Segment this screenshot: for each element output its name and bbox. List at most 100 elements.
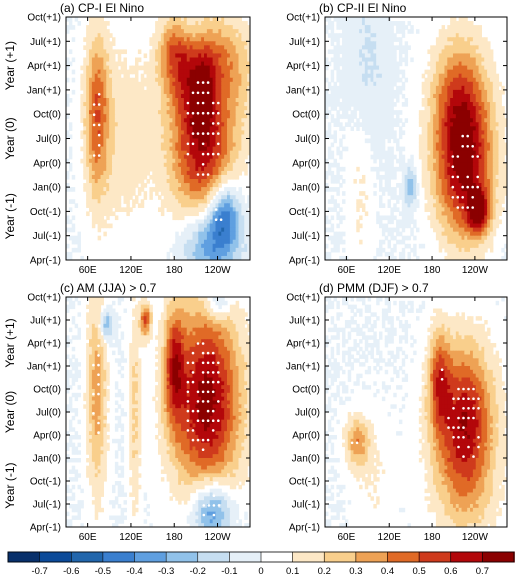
heatmap-cell xyxy=(401,25,406,30)
heatmap-cell xyxy=(201,61,205,67)
heatmap-cell xyxy=(441,126,446,131)
heatmap-cell xyxy=(149,118,153,123)
heatmap-cell xyxy=(444,114,448,119)
heatmap-cell xyxy=(441,93,446,99)
heatmap-cell xyxy=(461,162,465,168)
heatmap-cell xyxy=(140,81,145,87)
heatmap-cell xyxy=(373,57,377,63)
heatmap-cell xyxy=(155,69,159,75)
heatmap-cell xyxy=(209,33,214,38)
heatmap-cell xyxy=(94,130,99,136)
heatmap-cell xyxy=(189,154,194,160)
heatmap-cell xyxy=(80,130,84,136)
heatmap-cell xyxy=(481,73,485,79)
heatmap-cell xyxy=(232,45,237,50)
heatmap-cell xyxy=(481,114,485,119)
heatmap-cell xyxy=(204,53,208,59)
heatmap-cell xyxy=(94,98,99,103)
heatmap-cell xyxy=(342,110,346,115)
heatmap-cell xyxy=(224,49,228,55)
heatmap-cell xyxy=(481,174,485,180)
heatmap-cell xyxy=(384,118,389,123)
stipple-dot xyxy=(92,103,96,106)
heatmap-cell xyxy=(430,138,434,144)
heatmap-cell xyxy=(344,69,349,75)
heatmap-cell xyxy=(112,106,116,111)
heatmap-cell xyxy=(175,231,179,237)
heatmap-cell xyxy=(455,77,460,83)
heatmap-cell xyxy=(444,37,448,42)
heatmap-cell xyxy=(117,203,122,208)
heatmap-cell xyxy=(452,49,457,55)
heatmap-cell xyxy=(227,69,231,75)
heatmap-cell xyxy=(149,187,153,192)
heatmap-cell xyxy=(495,134,500,140)
heatmap-cell xyxy=(86,150,90,156)
heatmap-cell xyxy=(195,251,199,257)
heatmap-cell xyxy=(387,150,391,156)
heatmap-cell xyxy=(224,61,228,67)
heatmap-cell xyxy=(492,85,497,91)
heatmap-cell xyxy=(204,251,208,257)
heatmap-cell xyxy=(158,130,162,136)
heatmap-cell xyxy=(221,110,225,115)
heatmap-cell xyxy=(347,114,352,119)
heatmap-cell xyxy=(189,77,194,83)
heatmap-cell xyxy=(464,126,468,131)
heatmap-cell xyxy=(484,118,488,123)
heatmap-cell xyxy=(169,146,173,152)
heatmap-cell xyxy=(373,25,377,30)
heatmap-cell xyxy=(232,41,237,46)
heatmap-cell xyxy=(123,199,127,204)
heatmap-cell xyxy=(204,150,208,156)
heatmap-cell xyxy=(91,41,96,46)
heatmap-cell xyxy=(183,98,188,103)
heatmap-cell xyxy=(189,195,194,200)
heatmap-cell xyxy=(189,41,194,46)
heatmap-cell xyxy=(186,53,191,59)
heatmap-cell xyxy=(359,21,363,26)
y-tick-label: Jan(+1) xyxy=(27,85,61,96)
heatmap-cell xyxy=(123,183,127,188)
heatmap-cell xyxy=(97,33,102,38)
heatmap-cell xyxy=(475,142,480,148)
heatmap-cell xyxy=(396,118,400,123)
heatmap-cell xyxy=(160,110,165,115)
heatmap-cell xyxy=(227,37,231,42)
heatmap-cell xyxy=(149,174,153,180)
heatmap-cell xyxy=(123,73,127,79)
heatmap-cell xyxy=(384,41,389,46)
heatmap-cell xyxy=(367,69,372,75)
heatmap-cell xyxy=(152,179,156,184)
heatmap-cell xyxy=(109,162,113,168)
heatmap-cell xyxy=(367,93,372,99)
heatmap-cell xyxy=(114,106,119,111)
heatmap-cell xyxy=(398,166,403,172)
heatmap-cell xyxy=(227,223,231,229)
heatmap-cell xyxy=(209,69,214,75)
heatmap-cell xyxy=(381,98,386,103)
heatmap-cell xyxy=(140,146,145,152)
heatmap-cell xyxy=(100,21,104,26)
heatmap-cell xyxy=(195,85,199,91)
heatmap-cell xyxy=(106,45,110,50)
heatmap-cell xyxy=(201,191,205,196)
heatmap-cell xyxy=(444,142,448,148)
heatmap-cell xyxy=(501,118,505,123)
heatmap-cell xyxy=(229,255,234,260)
heatmap-cell xyxy=(364,77,369,83)
heatmap-cell xyxy=(143,61,148,67)
heatmap-cell xyxy=(195,195,199,200)
heatmap-cell xyxy=(227,21,231,26)
heatmap-cell xyxy=(175,85,179,91)
heatmap-cell xyxy=(361,21,366,26)
heatmap-cell xyxy=(120,106,125,111)
heatmap-cell xyxy=(224,146,228,152)
heatmap-cell xyxy=(175,235,179,241)
heatmap-cell xyxy=(192,146,196,152)
heatmap-cell xyxy=(172,73,176,79)
heatmap-cell xyxy=(137,174,142,180)
heatmap-cell xyxy=(475,25,480,30)
heatmap-cell xyxy=(169,154,173,160)
heatmap-cell xyxy=(487,142,491,148)
